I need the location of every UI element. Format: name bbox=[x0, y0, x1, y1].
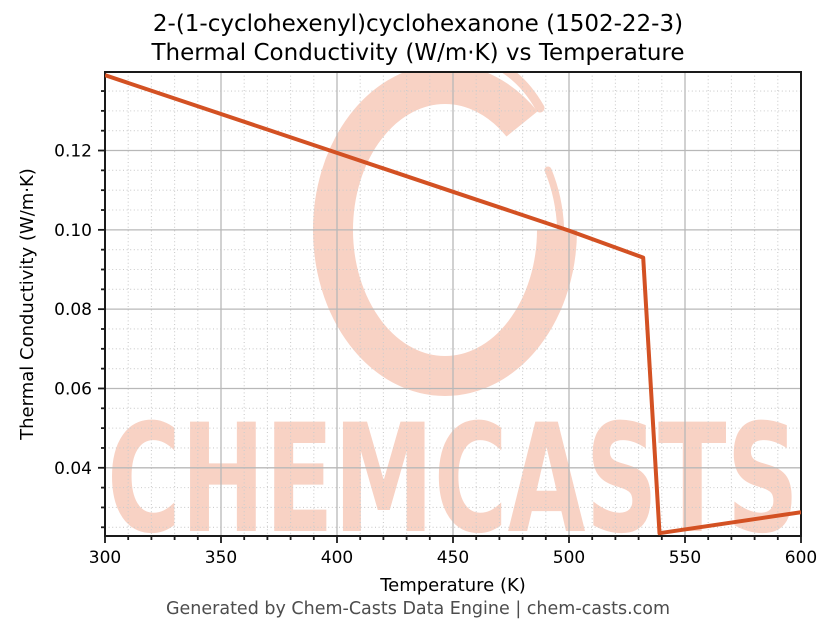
x-tick-label: 300 bbox=[89, 548, 121, 568]
y-tick-label: 0.12 bbox=[54, 142, 92, 162]
x-tick-labels: 300 350 400 450 500 550 600 bbox=[89, 548, 817, 568]
chart-title-line2: Thermal Conductivity (W/m·K) vs Temperat… bbox=[151, 40, 685, 66]
chart-title-line1: 2-(1-cyclohexenyl)cyclohexanone (1502-22… bbox=[152, 11, 684, 37]
y-tick-label: 0.06 bbox=[54, 379, 92, 399]
y-tick-label: 0.08 bbox=[54, 300, 92, 320]
y-tick-label: 0.10 bbox=[54, 221, 92, 241]
x-tick-label: 500 bbox=[553, 548, 585, 568]
chart-title: 2-(1-cyclohexenyl)cyclohexanone (1502-22… bbox=[0, 10, 836, 68]
x-tick-label: 550 bbox=[669, 548, 701, 568]
x-tick-label: 350 bbox=[205, 548, 237, 568]
x-axis-label: Temperature (K) bbox=[379, 575, 526, 596]
y-axis-label: Thermal Conductivity (W/m·K) bbox=[17, 168, 38, 441]
y-tick-label: 0.04 bbox=[54, 459, 92, 479]
x-tick-label: 400 bbox=[321, 548, 353, 568]
axis-ticks bbox=[98, 90, 802, 543]
data-series-line bbox=[105, 73, 801, 536]
watermark-ring-flourish-icon bbox=[367, 72, 545, 129]
x-tick-label: 600 bbox=[785, 548, 817, 568]
y-tick-labels: 0.04 0.06 0.08 0.10 0.12 bbox=[54, 142, 92, 479]
x-tick-label: 450 bbox=[437, 548, 469, 568]
footer-credit: Generated by Chem-Casts Data Engine | ch… bbox=[165, 599, 671, 619]
